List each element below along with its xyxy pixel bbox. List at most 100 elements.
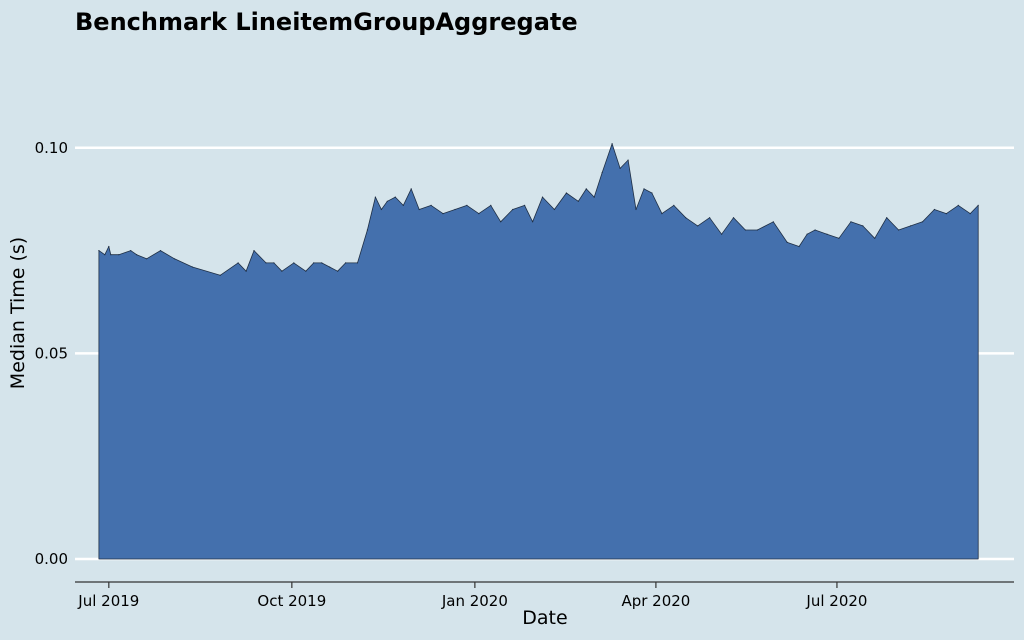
data-point	[874, 237, 876, 239]
data-point	[593, 196, 595, 198]
data-point	[500, 221, 502, 223]
data-point	[321, 262, 323, 264]
x-tick-label: Oct 2019	[257, 592, 326, 610]
data-point	[345, 262, 347, 264]
data-point	[611, 143, 613, 145]
data-point	[532, 221, 534, 223]
data-point	[512, 208, 514, 211]
data-point	[478, 213, 480, 215]
data-point	[98, 250, 100, 252]
data-point	[977, 204, 979, 206]
data-point	[744, 229, 747, 231]
data-point	[806, 233, 808, 235]
data-point	[394, 196, 396, 198]
data-point	[490, 204, 492, 206]
data-point	[366, 229, 368, 231]
x-tick-label: Jan 2020	[441, 592, 508, 610]
data-point	[524, 204, 526, 206]
data-point	[219, 274, 221, 276]
data-point	[356, 262, 359, 264]
x-axis-label: Date	[522, 607, 567, 629]
data-point	[108, 245, 110, 248]
y-tick-label: 0.10	[35, 139, 68, 157]
data-point	[553, 208, 556, 211]
area-series	[98, 143, 979, 560]
data-point	[402, 204, 404, 206]
data-point	[826, 233, 828, 235]
data-point	[643, 188, 645, 190]
data-point	[110, 254, 112, 256]
data-point	[253, 250, 255, 252]
data-point	[191, 266, 193, 268]
y-tick-label: 0.00	[35, 550, 68, 568]
data-point	[305, 270, 307, 272]
data-point	[245, 270, 247, 272]
data-point	[541, 196, 544, 198]
data-point	[577, 200, 579, 202]
data-point	[898, 229, 900, 231]
x-tick-label: Apr 2020	[621, 592, 690, 610]
data-point	[756, 229, 759, 231]
data-point	[619, 167, 621, 169]
data-point	[118, 254, 120, 256]
x-tick-label: Jul 2020	[805, 592, 867, 610]
data-point	[173, 258, 176, 260]
data-point	[130, 250, 132, 252]
data-point	[565, 192, 568, 194]
data-point	[410, 188, 412, 190]
data-point	[957, 204, 959, 206]
data-point	[969, 213, 971, 215]
data-point	[732, 217, 735, 219]
data-point	[281, 270, 283, 272]
data-point	[697, 225, 699, 227]
data-point	[921, 221, 924, 223]
data-point	[380, 208, 382, 211]
data-point	[886, 217, 888, 219]
data-point	[442, 213, 444, 215]
data-point	[814, 229, 816, 231]
y-axis-label: Median Time (s)	[7, 237, 29, 389]
data-point	[237, 262, 239, 264]
data-point	[721, 233, 723, 235]
data-point	[273, 262, 275, 264]
chart-title: Benchmark LineitemGroupAggregate	[75, 8, 578, 36]
data-point	[159, 250, 162, 252]
data-point	[933, 208, 936, 211]
data-point	[798, 245, 800, 248]
data-point	[838, 237, 840, 239]
data-point	[313, 262, 315, 264]
data-point	[293, 262, 295, 264]
y-ticks: 0.00 0.05 0.10	[35, 139, 68, 568]
data-point	[673, 204, 675, 206]
data-point	[104, 254, 106, 256]
y-tick-label: 0.05	[35, 344, 68, 362]
data-point	[337, 270, 339, 272]
data-point	[651, 192, 653, 194]
data-point	[601, 171, 603, 174]
data-point	[374, 196, 376, 198]
data-point	[386, 200, 388, 202]
data-point	[329, 266, 331, 268]
data-point	[850, 221, 852, 223]
data-point	[585, 188, 587, 190]
data-point	[862, 225, 864, 227]
data-point	[685, 217, 687, 219]
data-point	[945, 213, 948, 215]
data-point	[466, 204, 468, 206]
data-point	[136, 254, 138, 256]
data-point	[430, 204, 432, 206]
data-point	[910, 225, 912, 227]
data-point	[635, 208, 637, 211]
x-tick-label: Jul 2019	[77, 592, 139, 610]
data-point	[627, 159, 629, 161]
data-point	[454, 208, 456, 211]
data-point	[709, 217, 711, 219]
x-ticks: Jul 2019 Oct 2019 Jan 2020 Apr 2020 Jul 2020	[77, 582, 867, 610]
data-point	[418, 208, 420, 211]
data-point	[786, 241, 788, 243]
data-point	[265, 262, 267, 264]
data-point	[146, 258, 148, 260]
data-point	[772, 221, 774, 223]
data-point	[661, 213, 663, 215]
